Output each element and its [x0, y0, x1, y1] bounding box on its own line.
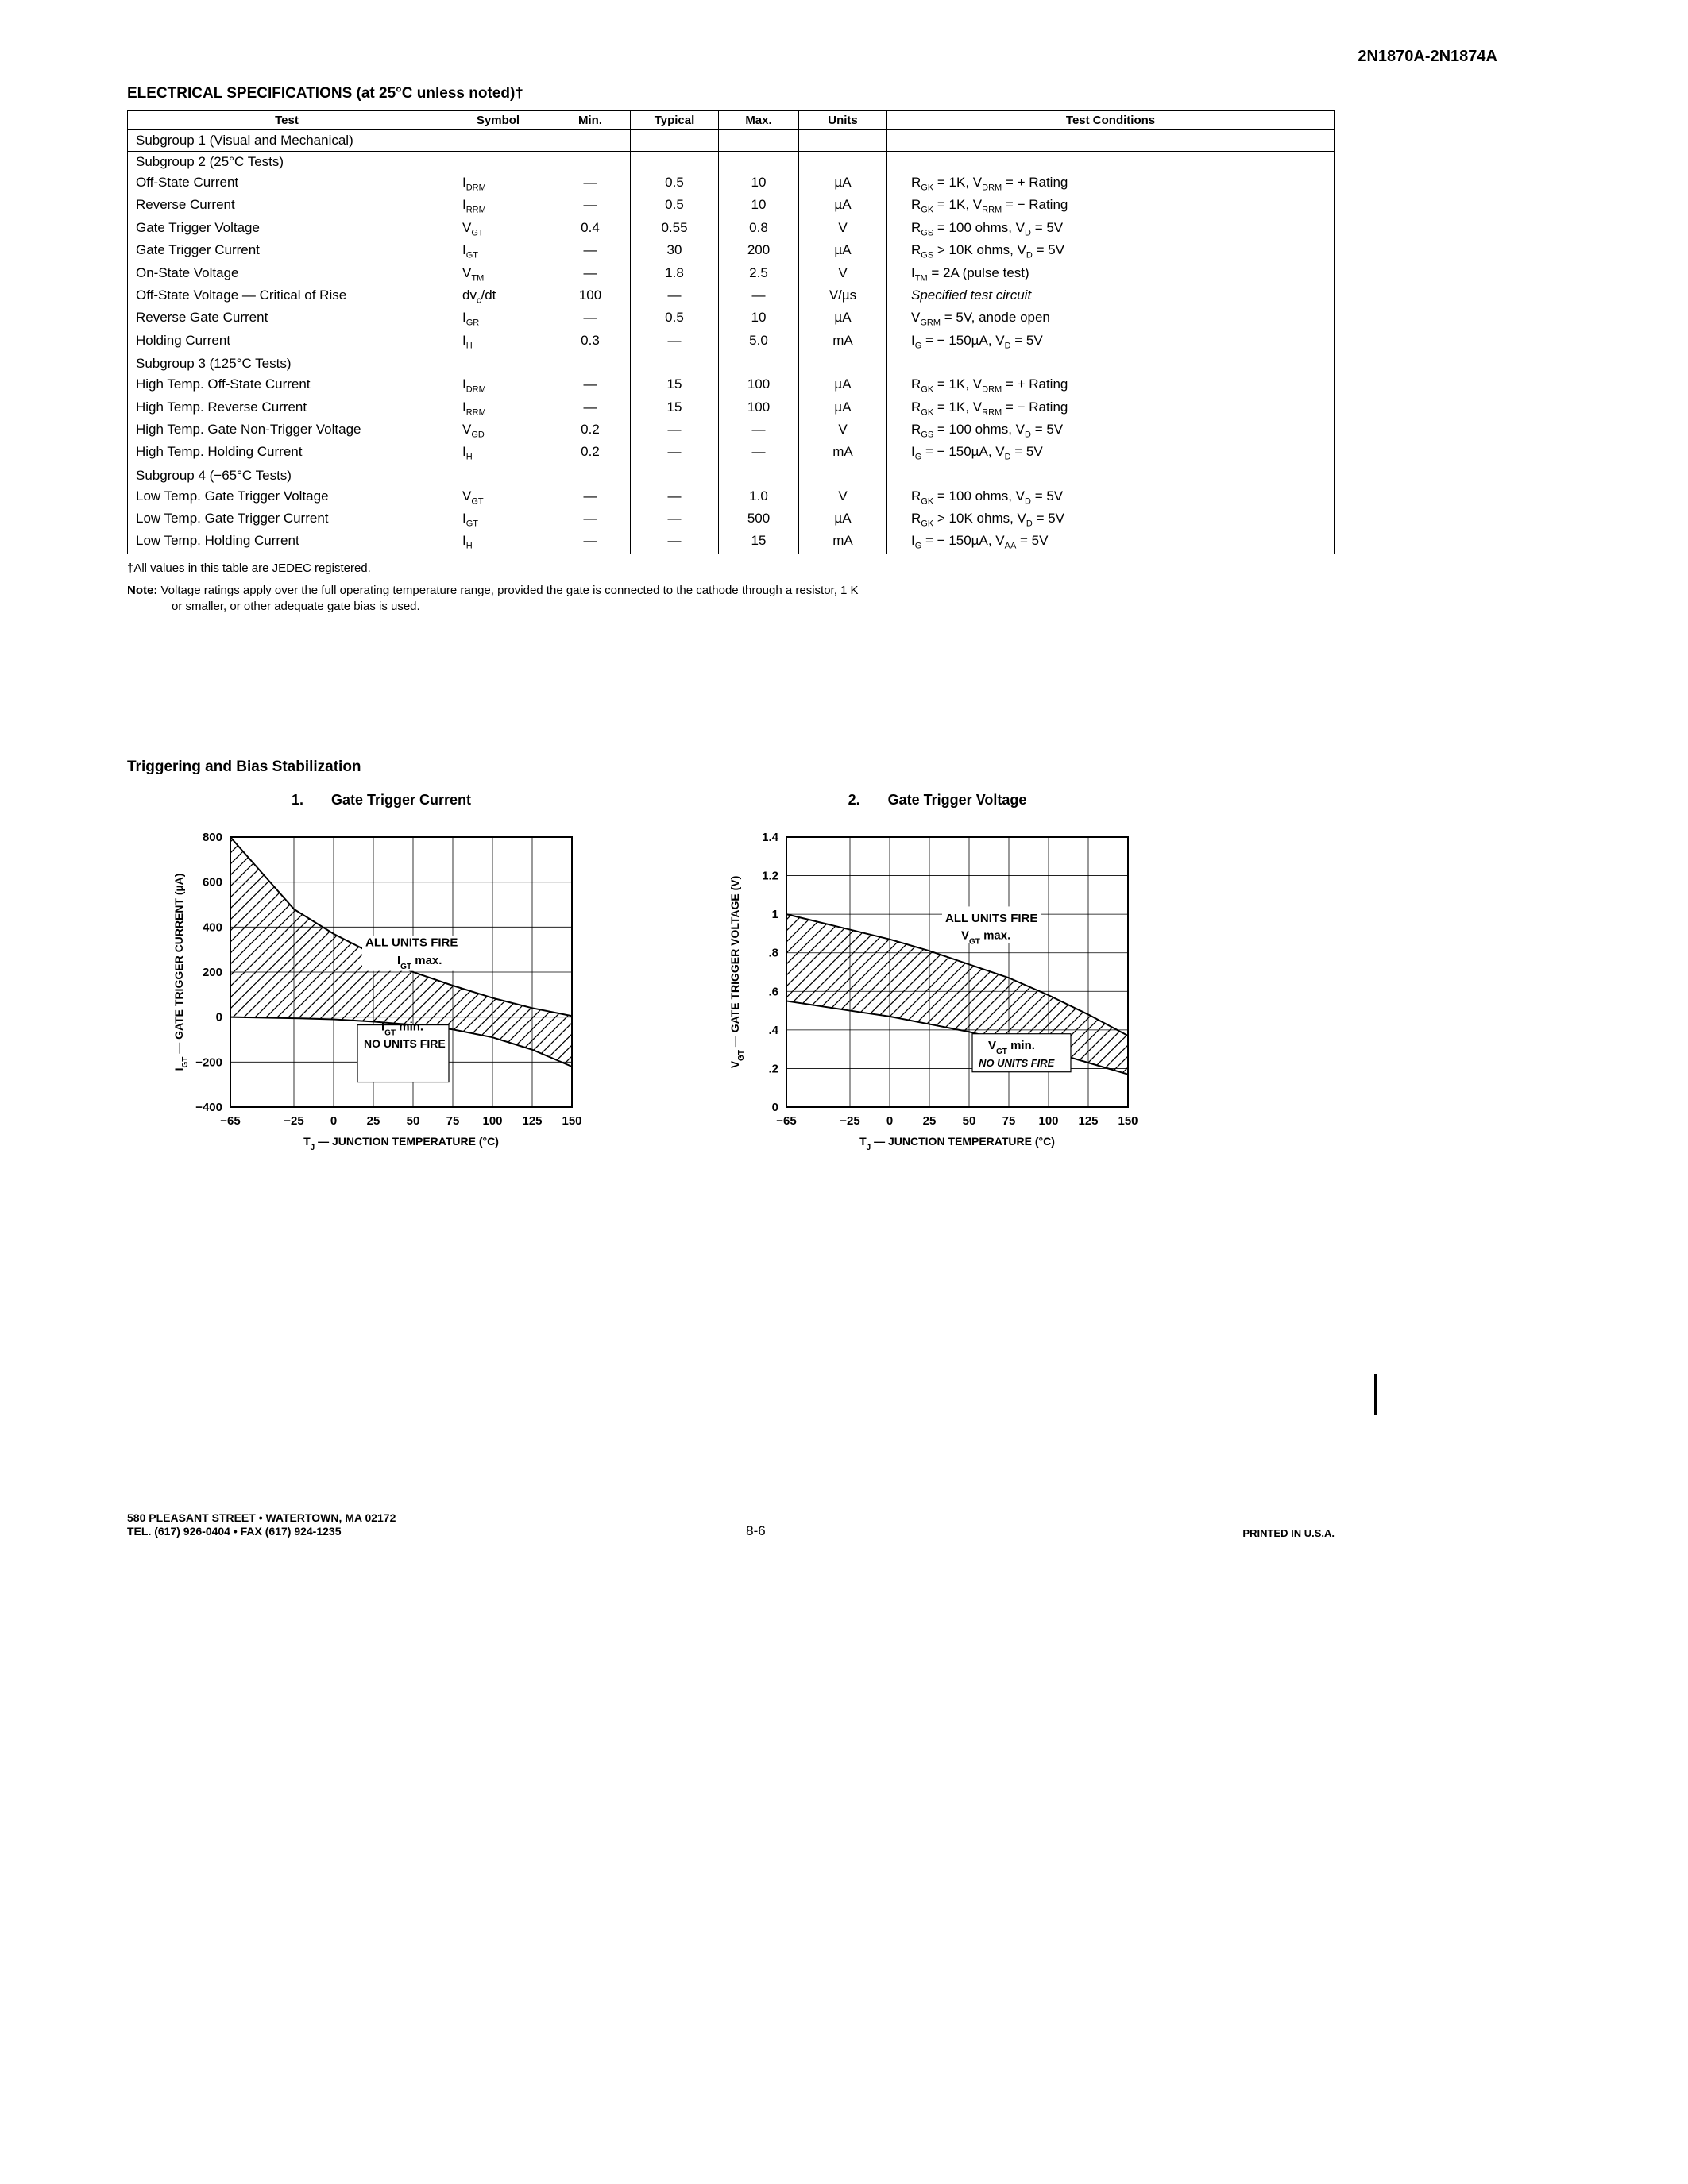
- svg-text:100: 100: [482, 1114, 502, 1128]
- th-max: Max.: [719, 111, 799, 130]
- th-min: Min.: [550, 111, 631, 130]
- svg-text:IGT — GATE TRIGGER CURRENT (µA: IGT — GATE TRIGGER CURRENT (µA): [172, 873, 190, 1071]
- chart-2-svg: −65 −25 0 25 50 75 100 125 150 0 .2 .4 .6 .8 1 1.2 1.4 TJ…: [715, 824, 1160, 1174]
- chart-2-heading: 2. Gate Trigger Voltage: [715, 792, 1160, 808]
- svg-text:−65: −65: [220, 1114, 240, 1128]
- svg-text:25: 25: [923, 1114, 937, 1128]
- table-row: Gate Trigger CurrentIGT—30200µARGS > 10K…: [128, 240, 1335, 262]
- svg-text:NO UNITS FIRE: NO UNITS FIRE: [979, 1057, 1055, 1069]
- table-subgroup-row: Subgroup 1 (Visual and Mechanical): [128, 130, 1335, 152]
- chart-1-title: Gate Trigger Current: [331, 792, 471, 808]
- svg-text:−65: −65: [776, 1114, 796, 1128]
- svg-text:1.4: 1.4: [762, 831, 779, 844]
- svg-text:ALL UNITS FIRE: ALL UNITS FIRE: [945, 911, 1037, 924]
- svg-text:75: 75: [1002, 1114, 1016, 1128]
- svg-text:VGT max.: VGT max.: [961, 928, 1010, 946]
- svg-text:0: 0: [216, 1010, 222, 1024]
- svg-text:−400: −400: [195, 1101, 222, 1114]
- table-row: High Temp. Off-State CurrentIDRM—15100µA…: [128, 374, 1335, 396]
- svg-text:TJ — JUNCTION TEMPERATURE (°C): TJ — JUNCTION TEMPERATURE (°C): [303, 1135, 499, 1152]
- table-subgroup-title: Subgroup 2 (25°C Tests): [128, 152, 1335, 173]
- table-row: Reverse Gate CurrentIGR—0.510µAVGRM = 5V…: [128, 307, 1335, 330]
- svg-text:800: 800: [203, 831, 222, 844]
- spec-section-title: ELECTRICAL SPECIFICATIONS (at 25°C unles…: [127, 85, 1561, 102]
- table-subgroup-title: Subgroup 3 (125°C Tests): [128, 353, 1335, 375]
- table-row: High Temp. Reverse CurrentIRRM—15100µARG…: [128, 397, 1335, 419]
- table-row: Low Temp. Holding CurrentIH——15mAIG = − …: [128, 531, 1335, 554]
- svg-text:0: 0: [330, 1114, 337, 1128]
- table-row: Gate Trigger VoltageVGT0.40.550.8VRGS = …: [128, 218, 1335, 240]
- svg-text:100: 100: [1038, 1114, 1058, 1128]
- table-row: On-State VoltageVTM—1.82.5VITM = 2A (pul…: [128, 263, 1335, 285]
- svg-text:.8: .8: [768, 946, 778, 959]
- svg-text:NO UNITS FIRE: NO UNITS FIRE: [364, 1037, 446, 1050]
- svg-text:.4: .4: [768, 1023, 778, 1036]
- svg-text:50: 50: [407, 1114, 420, 1128]
- table-row: Reverse CurrentIRRM—0.510µARGK = 1K, VRR…: [128, 195, 1335, 217]
- svg-text:ALL UNITS FIRE: ALL UNITS FIRE: [365, 936, 458, 949]
- charts-section-title: Triggering and Bias Stabilization: [127, 758, 1335, 776]
- footer-address-2: TEL. (617) 926-0404 • FAX (617) 924-1235: [127, 1525, 396, 1539]
- chart-1-heading: 1. Gate Trigger Current: [159, 792, 604, 808]
- svg-text:200: 200: [203, 966, 222, 979]
- table-header-row: Test Symbol Min. Typical Max. Units Test…: [128, 111, 1335, 130]
- spec-table: Test Symbol Min. Typical Max. Units Test…: [127, 110, 1335, 554]
- page-footer: 580 PLEASANT STREET • WATERTOWN, MA 0217…: [127, 1511, 1335, 1539]
- table-row: Off-State CurrentIDRM—0.510µARGK = 1K, V…: [128, 172, 1335, 195]
- svg-text:−200: −200: [195, 1055, 222, 1069]
- table-row: High Temp. Holding CurrentIH0.2——mAIG = …: [128, 442, 1335, 465]
- svg-text:VGT — GATE TRIGGER VOLTAGE (V): VGT — GATE TRIGGER VOLTAGE (V): [728, 875, 746, 1068]
- svg-text:.6: .6: [768, 985, 778, 998]
- table-row: High Temp. Gate Non-Trigger VoltageVGD0.…: [128, 419, 1335, 442]
- chart-2-title: Gate Trigger Voltage: [888, 792, 1027, 808]
- th-units: Units: [799, 111, 887, 130]
- svg-text:.2: .2: [768, 1062, 778, 1075]
- footer-address-1: 580 PLEASANT STREET • WATERTOWN, MA 0217…: [127, 1511, 396, 1526]
- table-row: Off-State Voltage — Critical of Risedvc/…: [128, 285, 1335, 307]
- th-symbol: Symbol: [446, 111, 550, 130]
- table-subgroup-title: Subgroup 4 (−65°C Tests): [128, 465, 1335, 486]
- part-number: 2N1870A-2N1874A: [127, 48, 1497, 66]
- footer-address: 580 PLEASANT STREET • WATERTOWN, MA 0217…: [127, 1511, 396, 1539]
- th-test: Test: [128, 111, 446, 130]
- svg-text:50: 50: [963, 1114, 976, 1128]
- chart-1-number: 1.: [292, 792, 303, 808]
- footnote-text-2: or smaller, or other adequate gate bias …: [127, 599, 1335, 615]
- svg-text:25: 25: [367, 1114, 380, 1128]
- th-typ: Typical: [631, 111, 719, 130]
- svg-text:0: 0: [886, 1114, 893, 1128]
- svg-text:125: 125: [522, 1114, 542, 1128]
- chart-1-block: 1. Gate Trigger Current −65 −25 0 25 50 75 100…: [159, 792, 604, 1178]
- svg-text:1: 1: [772, 908, 778, 921]
- chart-1-svg: −65 −25 0 25 50 75 100 125 150 −400 −200 0 200 400 600…: [159, 824, 604, 1174]
- svg-text:125: 125: [1078, 1114, 1098, 1128]
- svg-text:150: 150: [562, 1114, 581, 1128]
- svg-text:75: 75: [446, 1114, 460, 1128]
- footer-page-number: 8-6: [746, 1523, 766, 1539]
- svg-text:TJ — JUNCTION TEMPERATURE (°C): TJ — JUNCTION TEMPERATURE (°C): [859, 1135, 1055, 1152]
- svg-text:600: 600: [203, 875, 222, 889]
- stray-cursor-mark: [1374, 1374, 1377, 1415]
- svg-text:−25: −25: [284, 1114, 303, 1128]
- chart-2-block: 2. Gate Trigger Voltage −65 −25 0 25 50 75 100…: [715, 792, 1160, 1178]
- footnote-text-1: Voltage ratings apply over the full oper…: [161, 584, 859, 597]
- svg-text:1.2: 1.2: [762, 869, 778, 882]
- svg-text:−25: −25: [840, 1114, 859, 1128]
- svg-text:150: 150: [1118, 1114, 1138, 1128]
- footnote-note: Note: Voltage ratings apply over the ful…: [127, 583, 1335, 615]
- svg-text:400: 400: [203, 920, 222, 934]
- footer-printed: PRINTED IN U.S.A.: [1242, 1527, 1335, 1539]
- footnote-jedec: †All values in this table are JEDEC regi…: [127, 561, 1335, 577]
- table-row: Low Temp. Gate Trigger CurrentIGT——500µA…: [128, 508, 1335, 531]
- svg-text:0: 0: [772, 1101, 778, 1114]
- footnote-label: Note:: [127, 584, 157, 597]
- table-row: Holding CurrentIH0.3—5.0mAIG = − 150µA, …: [128, 330, 1335, 353]
- chart-2-number: 2.: [848, 792, 860, 808]
- th-cond: Test Conditions: [887, 111, 1335, 130]
- table-row: Low Temp. Gate Trigger VoltageVGT——1.0VR…: [128, 486, 1335, 508]
